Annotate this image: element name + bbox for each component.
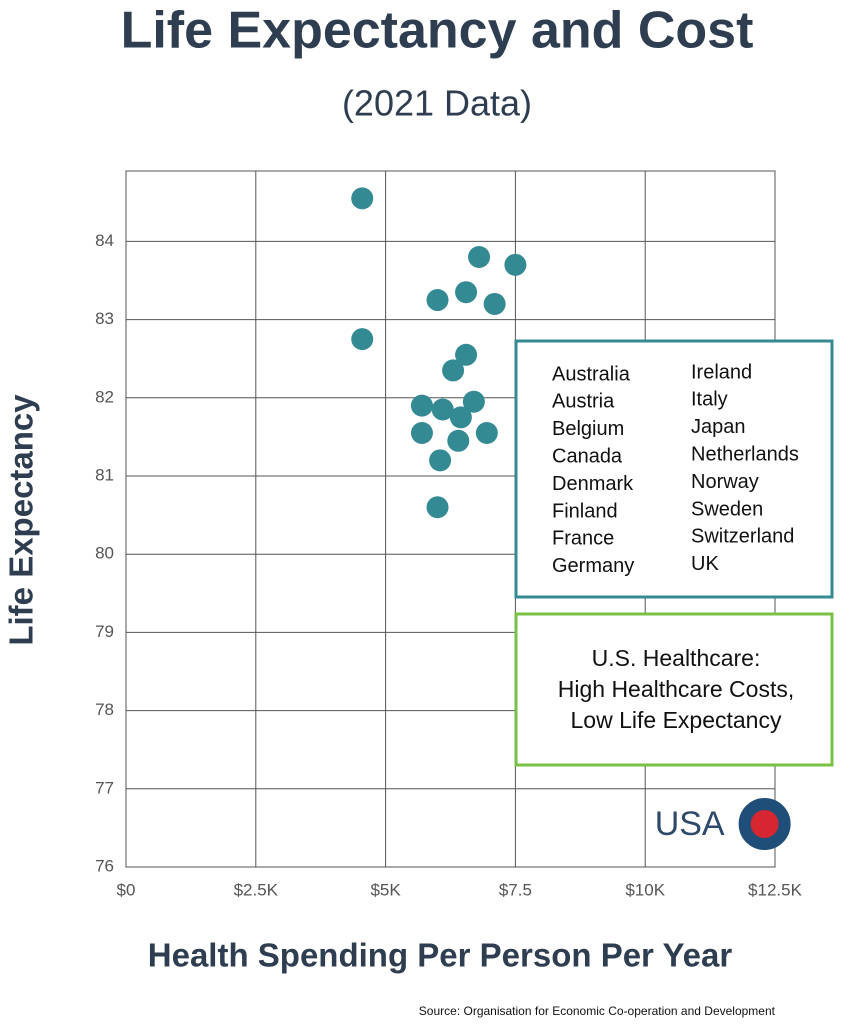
note-line: High Healthcare Costs,: [558, 676, 795, 702]
country-name: Denmark: [552, 473, 634, 495]
point: [449, 406, 472, 429]
y-tick-label: 77: [95, 778, 114, 797]
y-tick-label: 78: [95, 700, 114, 719]
y-tick-label: 83: [95, 309, 114, 328]
point: [426, 289, 449, 312]
chart-subtitle: (2021 Data): [342, 83, 532, 124]
point: [468, 246, 491, 269]
point: [351, 187, 374, 210]
x-tick-label: $10K: [625, 880, 665, 899]
country-name: Finland: [552, 500, 618, 522]
point: [447, 429, 470, 452]
x-tick-label: $2.5K: [234, 880, 279, 899]
x-tick-label: $5K: [370, 880, 401, 899]
point-label: USA: [655, 805, 725, 843]
point: [455, 281, 478, 304]
point: [475, 421, 498, 444]
country-name: Belgium: [552, 418, 624, 440]
y-tick-label: 84: [95, 231, 114, 250]
source: Source: Organisation for Economic Co-ope…: [419, 1004, 776, 1018]
country-box: [514, 339, 834, 599]
country-name: Ireland: [691, 361, 752, 383]
y-tick-label: 80: [95, 544, 114, 563]
country-name: France: [552, 528, 614, 550]
x-axis-label: Health Spending Per Person Per Year: [148, 937, 733, 974]
country-name: Japan: [691, 416, 746, 438]
country-name: Austria: [552, 391, 615, 413]
point: [442, 359, 465, 382]
chart-title: Life Expectancy and Cost: [121, 2, 754, 60]
point: [738, 797, 791, 850]
point: [429, 449, 452, 472]
x-tick-label: $12.5K: [748, 880, 803, 899]
point: [426, 496, 449, 519]
point: [410, 421, 433, 444]
country-name: Australia: [552, 363, 631, 385]
country-name: Netherlands: [691, 443, 799, 465]
note-line: Low Life Expectancy: [571, 707, 782, 733]
note-box: [514, 612, 834, 767]
country-name: Norway: [691, 471, 759, 493]
country-name: Sweden: [691, 498, 763, 520]
point: [455, 343, 478, 366]
country-name: Germany: [552, 555, 634, 577]
y-tick-label: 76: [95, 856, 114, 875]
country-name: Canada: [552, 445, 623, 467]
y-axis-label: Life Expectancy: [3, 394, 40, 646]
x-tick-label: $7.5: [499, 880, 532, 899]
y-tick-label: 82: [95, 387, 114, 406]
point: [504, 253, 527, 276]
point: [410, 394, 433, 417]
x-tick-label: $0: [117, 880, 136, 899]
point: [431, 398, 454, 421]
y-tick-label: 81: [95, 465, 114, 484]
point: [483, 292, 506, 315]
country-name: UK: [691, 553, 719, 575]
country-name: Switzerland: [691, 526, 794, 548]
point: [462, 390, 485, 413]
point: [351, 328, 374, 351]
country-name: Italy: [691, 389, 728, 411]
note-line: U.S. Healthcare:: [592, 645, 761, 671]
y-tick-label: 79: [95, 622, 114, 641]
